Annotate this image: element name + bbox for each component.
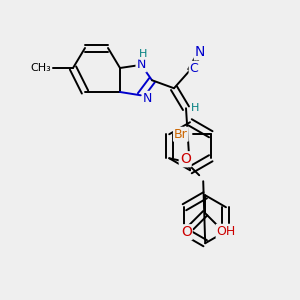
Text: C: C [190, 62, 198, 75]
Text: O: O [181, 225, 192, 239]
Text: N: N [136, 58, 146, 71]
Text: Br: Br [174, 128, 188, 141]
Text: H: H [191, 103, 199, 113]
Text: O: O [180, 152, 191, 166]
Text: CH₃: CH₃ [31, 63, 51, 73]
Text: N: N [195, 45, 205, 59]
Text: H: H [139, 49, 147, 59]
Text: N: N [143, 92, 152, 105]
Text: OH: OH [217, 225, 236, 238]
